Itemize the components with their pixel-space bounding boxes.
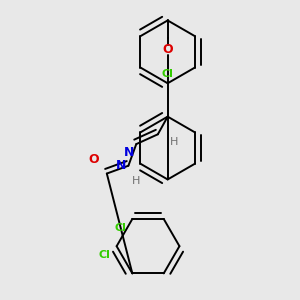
Text: O: O [162, 44, 173, 56]
Text: Cl: Cl [162, 69, 174, 79]
Text: H: H [132, 176, 141, 185]
Text: Cl: Cl [115, 223, 126, 233]
Text: N: N [116, 159, 126, 172]
Text: H: H [169, 137, 178, 147]
Text: N: N [124, 146, 134, 159]
Text: Cl: Cl [99, 250, 111, 260]
Text: O: O [88, 153, 99, 166]
